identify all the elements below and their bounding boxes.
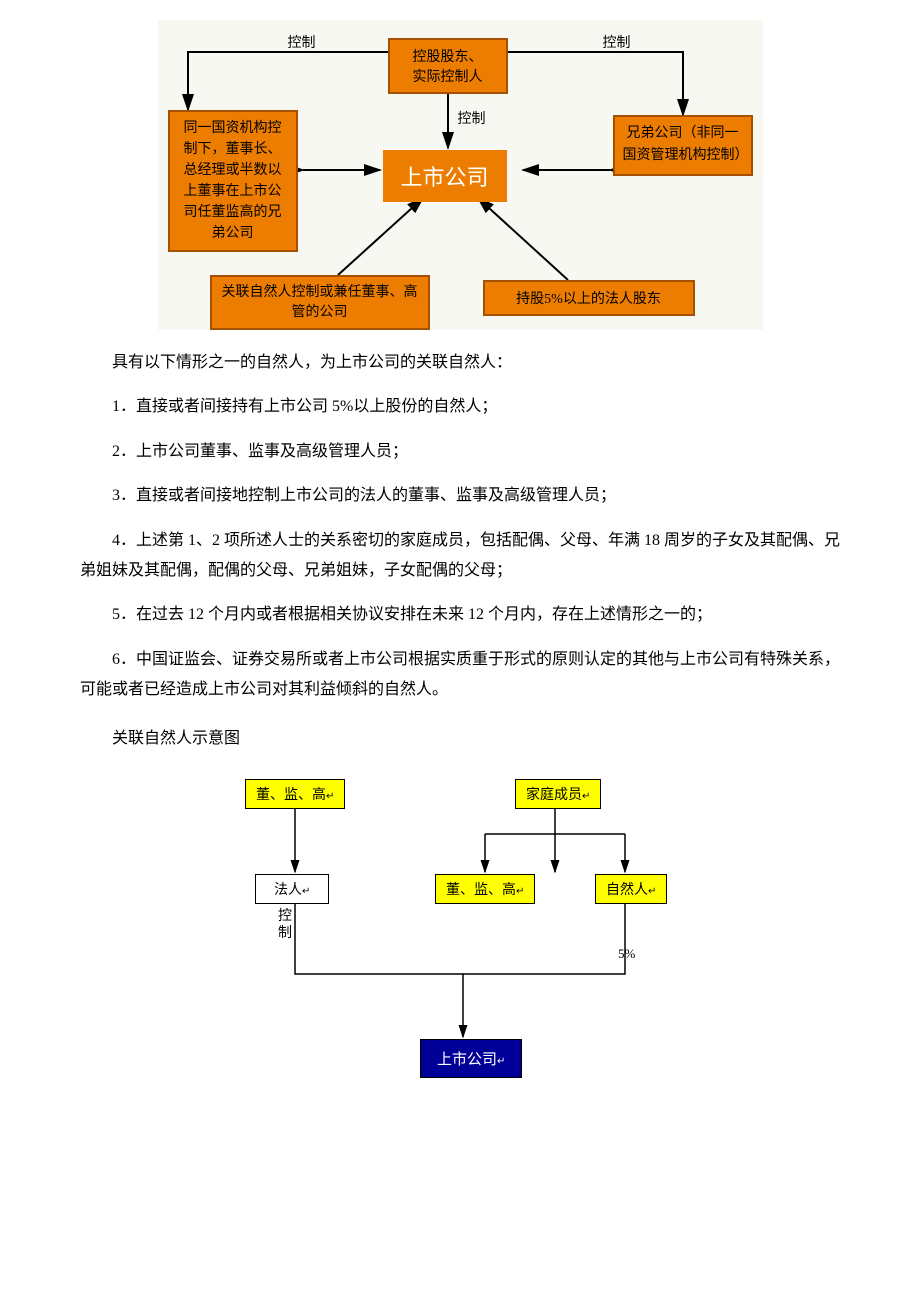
node-text: 上市公司 bbox=[437, 1052, 497, 1068]
enter-marker: ↵ bbox=[302, 886, 310, 897]
para-item-2: 2．上市公司董事、监事及高级管理人员； bbox=[80, 437, 840, 467]
enter-marker: ↵ bbox=[497, 1056, 505, 1067]
node-text: 董、监、高 bbox=[446, 883, 516, 898]
enter-marker: ↵ bbox=[516, 886, 524, 897]
node-listed-company: 上市公司 bbox=[383, 150, 507, 202]
node-same-sasac-sibling: 同一国资机构控制下，董事长、总经理或半数以上董事在上市公司任董监高的兄弟公司 bbox=[168, 110, 298, 252]
para-intro: 具有以下情形之一的自然人，为上市公司的关联自然人： bbox=[80, 348, 840, 378]
node-text: 控股股东、实际控制人 bbox=[413, 50, 483, 85]
node-five-percent-legal-shareholder: 持股5%以上的法人股东 bbox=[483, 280, 695, 316]
enter-marker: ↵ bbox=[326, 791, 334, 802]
node-text: 法人 bbox=[274, 883, 302, 898]
node-sibling-company: 兄弟公司（非同一国资管理机构控制） bbox=[613, 115, 753, 176]
node-text: 董、监、高 bbox=[256, 788, 326, 803]
document-body: 具有以下情形之一的自然人，为上市公司的关联自然人： 1．直接或者间接持有上市公司… bbox=[0, 348, 920, 1124]
node-controlling-shareholder: 控股股东、实际控制人 bbox=[388, 38, 508, 94]
node-related-natural-person-company: 关联自然人控制或兼任董事、高管的公司 bbox=[210, 275, 430, 330]
node-listed-company-2: 上市公司↵ bbox=[420, 1039, 522, 1078]
label-control-mid: 控制 bbox=[458, 108, 486, 128]
node-text: 自然人 bbox=[606, 883, 648, 898]
para-item-4: 4．上述第 1、2 项所述人士的关系密切的家庭成员，包括配偶、父母、年满 18 … bbox=[80, 526, 840, 587]
related-natural-person-diagram: 董、监、高↵ 家庭成员↵ 法人↵ 董、监、高↵ 自然人↵ 上市公司↵ 控制 5% bbox=[200, 774, 720, 1084]
node-legal-person: 法人↵ bbox=[255, 874, 329, 904]
node-directors-supervisors-execs-1: 董、监、高↵ bbox=[245, 779, 345, 809]
enter-marker: ↵ bbox=[648, 886, 656, 897]
enter-marker: ↵ bbox=[582, 791, 590, 802]
related-legal-person-diagram: 控股股东、实际控制人 同一国资机构控制下，董事长、总经理或半数以上董事在上市公司… bbox=[158, 20, 763, 330]
node-text: 家庭成员 bbox=[526, 788, 582, 803]
para-item-5: 5．在过去 12 个月内或者根据相关协议安排在未来 12 个月内，存在上述情形之… bbox=[80, 600, 840, 630]
node-text: 持股5%以上的法人股东 bbox=[516, 292, 661, 307]
para-item-3: 3．直接或者间接地控制上市公司的法人的董事、监事及高级管理人员； bbox=[80, 481, 840, 511]
node-natural-person: 自然人↵ bbox=[595, 874, 667, 904]
node-family-members: 家庭成员↵ bbox=[515, 779, 601, 809]
label-control-right: 控制 bbox=[603, 32, 631, 52]
label-five-percent: 5% bbox=[618, 946, 635, 962]
para-item-6: 6．中国证监会、证券交易所或者上市公司根据实质重于形式的原则认定的其他与上市公司… bbox=[80, 645, 840, 706]
label-control-vertical: 控制 bbox=[278, 909, 292, 943]
label-control-left: 控制 bbox=[288, 32, 316, 52]
para-item-1: 1．直接或者间接持有上市公司 5%以上股份的自然人； bbox=[80, 392, 840, 422]
para-diagram2-title: 关联自然人示意图 bbox=[80, 724, 840, 754]
node-directors-supervisors-execs-2: 董、监、高↵ bbox=[435, 874, 535, 904]
node-text: 同一国资机构控制下，董事长、总经理或半数以上董事在上市公司任董监高的兄弟公司 bbox=[184, 121, 282, 241]
node-text: 关联自然人控制或兼任董事、高管的公司 bbox=[222, 285, 418, 320]
node-text: 兄弟公司（非同一国资管理机构控制） bbox=[623, 126, 749, 163]
node-text: 上市公司 bbox=[401, 165, 489, 190]
